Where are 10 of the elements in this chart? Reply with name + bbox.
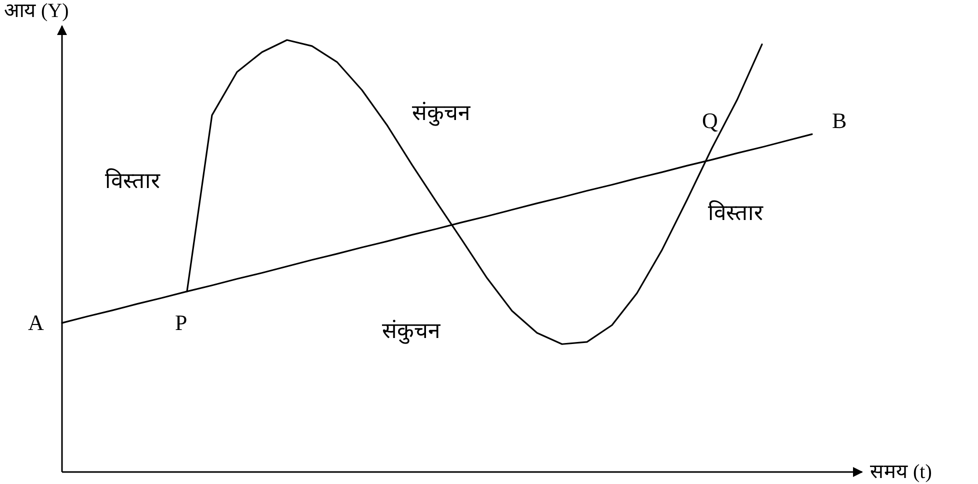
annotation: Q — [702, 108, 718, 133]
y-axis-title: आय (Y) — [4, 0, 69, 22]
annotation: संकुचन — [382, 318, 441, 344]
annotation: विस्तार — [708, 200, 764, 225]
text: B — [832, 108, 847, 133]
annotation: संकुचन — [412, 100, 471, 126]
x-axis-title: समय (t) — [870, 461, 932, 483]
annotation: विस्तार — [105, 168, 161, 193]
annotation: P — [175, 310, 188, 335]
text: A — [28, 310, 44, 335]
